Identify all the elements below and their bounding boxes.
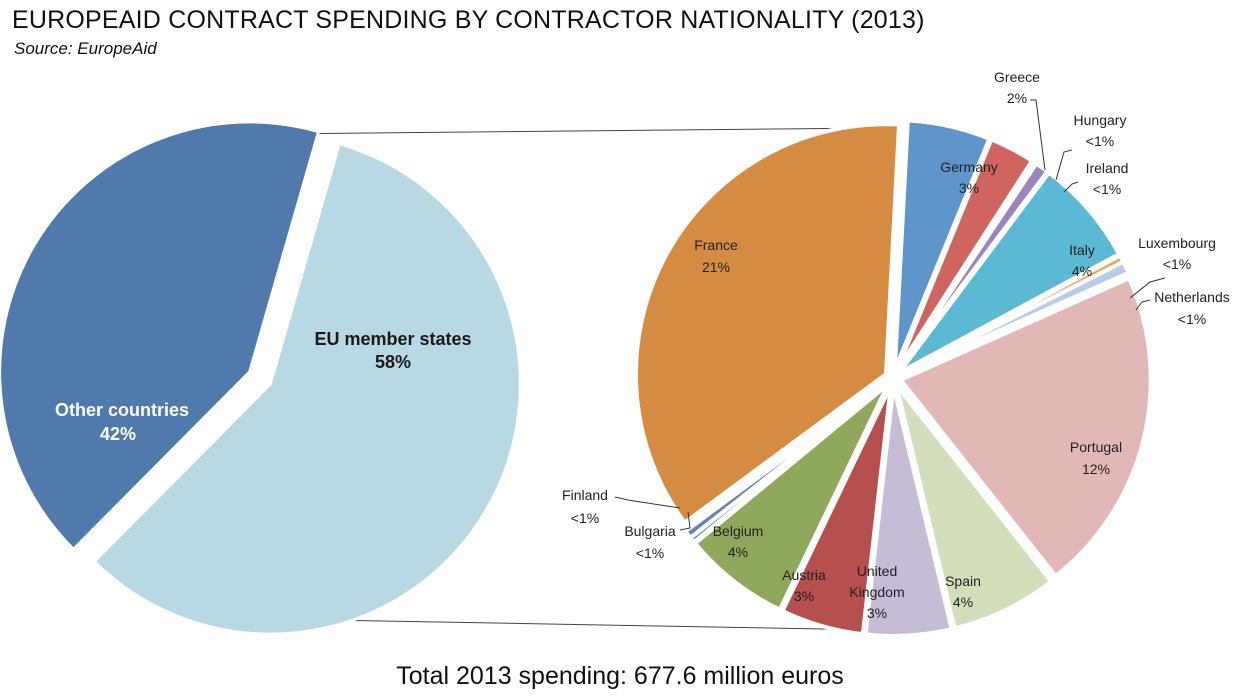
pie-slice-italy (897, 169, 1122, 375)
label-united-kingdom-1: United (857, 563, 897, 579)
connector-line-bottom (269, 618, 881, 631)
leader-ireland (1063, 181, 1079, 193)
chart-title: EUROPEAID CONTRACT SPENDING BY CONTRACTO… (12, 6, 925, 34)
value-eu-member-states: 58% (375, 352, 411, 372)
label-bulgaria: Bulgaria (624, 523, 676, 539)
leader-luxembourg (1129, 277, 1166, 299)
value-hungary: <1% (1086, 133, 1114, 149)
total-spending-note: Total 2013 spending: 677.6 million euros (396, 662, 844, 690)
label-spain: Spain (945, 573, 981, 589)
right-pie (633, 118, 1153, 638)
value-greece: 2% (1007, 90, 1027, 106)
pie-slice-spain (894, 383, 1055, 631)
label-greece: Greece (994, 69, 1040, 85)
label-italy: Italy (1069, 242, 1095, 258)
pie-slice-austria (779, 384, 893, 637)
value-united-kingdom: 3% (867, 605, 887, 621)
value-germany: 3% (959, 180, 979, 196)
pie-slice-united-kingdom (863, 385, 955, 638)
value-netherlands: <1% (1178, 311, 1206, 327)
label-austria: Austria (782, 567, 826, 583)
leader-bulgaria (679, 511, 691, 531)
pie-slice-finland (682, 381, 888, 541)
value-ireland: <1% (1093, 181, 1121, 197)
leader-lines (614, 99, 1166, 531)
value-bulgaria: <1% (636, 545, 664, 561)
value-other-countries: 42% (100, 424, 136, 444)
label-belgium: Belgium (713, 523, 764, 539)
leader-netherlands (1135, 299, 1151, 311)
leader-greece (1030, 99, 1046, 171)
label-germany: Germany (940, 159, 998, 175)
label-france: France (694, 237, 738, 253)
pie-slice-germany (892, 118, 992, 371)
left-pie (0, 120, 522, 636)
pie-slice-portugal (897, 275, 1153, 579)
label-ireland: Ireland (1086, 160, 1129, 176)
pie-slice-belgium (692, 382, 890, 613)
label-luxembourg: Luxembourg (1138, 235, 1216, 251)
label-hungary: Hungary (1074, 112, 1127, 128)
label-united-kingdom-2: Kingdom (849, 584, 904, 600)
value-finland: <1% (571, 510, 599, 526)
pie-slice-other-countries (0, 120, 321, 552)
value-portugal: 12% (1082, 461, 1110, 477)
value-france: 21% (702, 259, 730, 275)
leader-finland (614, 496, 681, 509)
label-other-countries: Other countries (55, 400, 189, 420)
value-italy: 4% (1072, 263, 1092, 279)
label-finland: Finland (562, 487, 608, 503)
right-pie-labels: Germany 3% Greece 2% Hungary <1% Ireland… (562, 69, 1230, 621)
value-luxembourg: <1% (1163, 256, 1191, 272)
leader-hungary (1055, 149, 1073, 181)
pie-slice-netherlands (899, 259, 1132, 377)
value-belgium: 4% (728, 544, 748, 560)
chart-subtitle: Source: EuropeAid (14, 39, 157, 58)
left-pie-labels: EU member states 58% Other countries 42% (55, 329, 472, 444)
value-austria: 3% (794, 588, 814, 604)
connector-line-top (269, 127, 881, 135)
value-spain: 4% (953, 594, 973, 610)
label-portugal: Portugal (1070, 439, 1122, 455)
pie-slice-eu-member-states (92, 141, 522, 636)
label-netherlands: Netherlands (1154, 289, 1230, 305)
label-eu-member-states: EU member states (314, 329, 471, 349)
pie-slice-france (633, 122, 902, 526)
